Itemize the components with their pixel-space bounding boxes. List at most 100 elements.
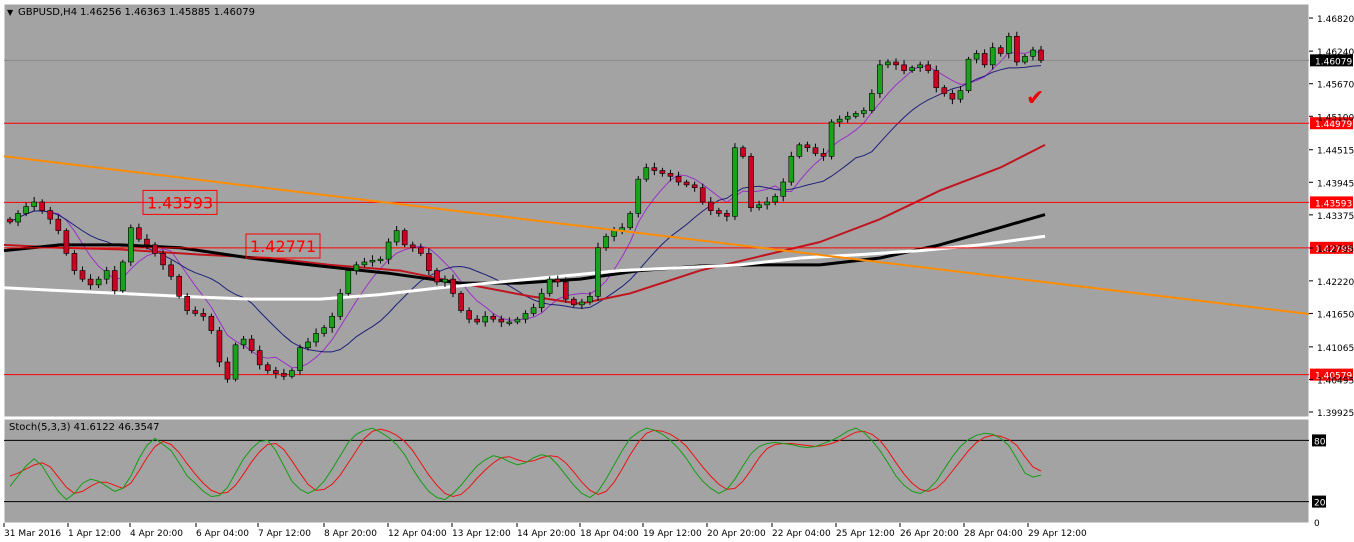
candle-body	[321, 327, 327, 334]
candle-body	[796, 144, 803, 157]
candle-body	[417, 247, 424, 254]
candle-body	[538, 293, 545, 309]
x-tick-label: 29 Apr 12:00	[1028, 529, 1087, 539]
candle-body	[643, 167, 650, 180]
candle-body	[780, 181, 787, 197]
candle-body	[377, 258, 384, 261]
candle-body	[216, 330, 223, 363]
candle-body	[603, 235, 609, 249]
candle-body	[820, 153, 827, 157]
candle-body	[248, 338, 255, 351]
x-tick-label: 4 Apr 20:00	[130, 529, 183, 539]
candle-body	[144, 238, 150, 246]
candle-body	[571, 298, 577, 306]
candle-body	[103, 270, 110, 280]
candle-body	[345, 270, 352, 294]
candle-body	[119, 261, 126, 291]
x-tick-label: 28 Apr 04:00	[964, 529, 1023, 539]
candle-body	[917, 64, 923, 69]
candle-body	[893, 61, 899, 66]
level-price-box	[1310, 368, 1353, 381]
candle-body	[957, 90, 964, 100]
x-tick-label: 25 Apr 12:00	[836, 529, 895, 539]
level-price-box	[1310, 196, 1353, 209]
annotation-box	[245, 233, 321, 259]
candle-body	[1014, 35, 1020, 63]
x-tick-label: 7 Apr 12:00	[258, 529, 311, 539]
candle-body	[683, 181, 690, 186]
candle-body	[1030, 49, 1036, 57]
candle-body	[611, 230, 617, 237]
candle-body	[482, 315, 489, 323]
candle-body	[740, 147, 746, 157]
level-price-label: 1.40579	[1315, 372, 1352, 382]
candle-body	[55, 218, 62, 231]
x-tick-label: 6 Apr 04:00	[196, 529, 249, 539]
candle-body	[514, 318, 521, 323]
candle-body	[724, 213, 730, 217]
candle-body	[168, 264, 174, 277]
candle-body	[981, 53, 988, 66]
y-tick-label: 1.41065	[1317, 344, 1354, 354]
candle-body	[490, 315, 497, 320]
candle-body	[877, 64, 883, 94]
current-price-label: 1.46079	[1315, 57, 1352, 67]
x-tick-label: 18 Apr 04:00	[580, 529, 639, 539]
x-tick-label: 13 Apr 12:00	[452, 529, 511, 539]
candle-body	[530, 307, 537, 314]
candle-body	[933, 70, 940, 89]
candle-body	[273, 370, 279, 374]
y-tick-label: 1.46820	[1317, 15, 1354, 25]
checkmark-icon: ✔	[1026, 86, 1044, 111]
x-tick-label: 12 Apr 04:00	[388, 529, 447, 539]
candle-body	[498, 318, 505, 323]
stoch-axis-label: 0	[1314, 519, 1320, 529]
ma-white-line	[3, 234, 1046, 301]
candle-body	[337, 293, 344, 317]
candle-body	[160, 253, 166, 266]
annotation-label: 1.42771	[250, 237, 316, 256]
candle-body	[941, 87, 948, 94]
annotation-label: 1.43593	[147, 193, 213, 212]
candle-body	[224, 361, 231, 380]
candle-body	[281, 373, 287, 377]
candle-body	[87, 278, 94, 286]
header-dropdown-icon[interactable]: ▼	[7, 8, 14, 17]
candle-body	[409, 244, 416, 249]
candle-body	[434, 270, 440, 283]
candle-body	[748, 155, 754, 209]
candle-body	[305, 341, 311, 349]
level-price-label: 1.42798	[1315, 245, 1352, 255]
candle-body	[466, 310, 472, 320]
candle-body	[353, 264, 360, 271]
candle-body	[1005, 35, 1012, 54]
candle-body	[1038, 49, 1044, 61]
candle-body	[111, 270, 118, 291]
candle-body	[361, 261, 368, 266]
candle-body	[973, 53, 980, 60]
candle-body	[836, 118, 843, 123]
candle-body	[562, 281, 569, 300]
stochastic-label: Stoch(5,3,3) 41.6122 46.3547	[9, 422, 160, 433]
candle-body	[627, 213, 634, 229]
candle-body	[764, 201, 770, 206]
candle-body	[772, 195, 778, 203]
ma-slow-red-line	[3, 143, 1046, 305]
candle-body	[313, 333, 319, 343]
candle-body	[989, 47, 996, 66]
trend-line	[3, 155, 1310, 315]
stoch-main-line	[9, 427, 1042, 501]
candle-body	[965, 58, 972, 91]
x-tick-label: 8 Apr 20:00	[324, 529, 377, 539]
candle-body	[691, 184, 698, 189]
candle-body	[844, 115, 851, 120]
y-tick-label: 1.41650	[1317, 310, 1354, 320]
candle-body	[852, 113, 859, 117]
candle-body	[385, 241, 392, 260]
candle-body	[39, 201, 46, 211]
candle-body	[232, 344, 239, 380]
candle-body	[95, 278, 102, 286]
candle-body	[506, 321, 513, 324]
candle-body	[47, 210, 54, 220]
